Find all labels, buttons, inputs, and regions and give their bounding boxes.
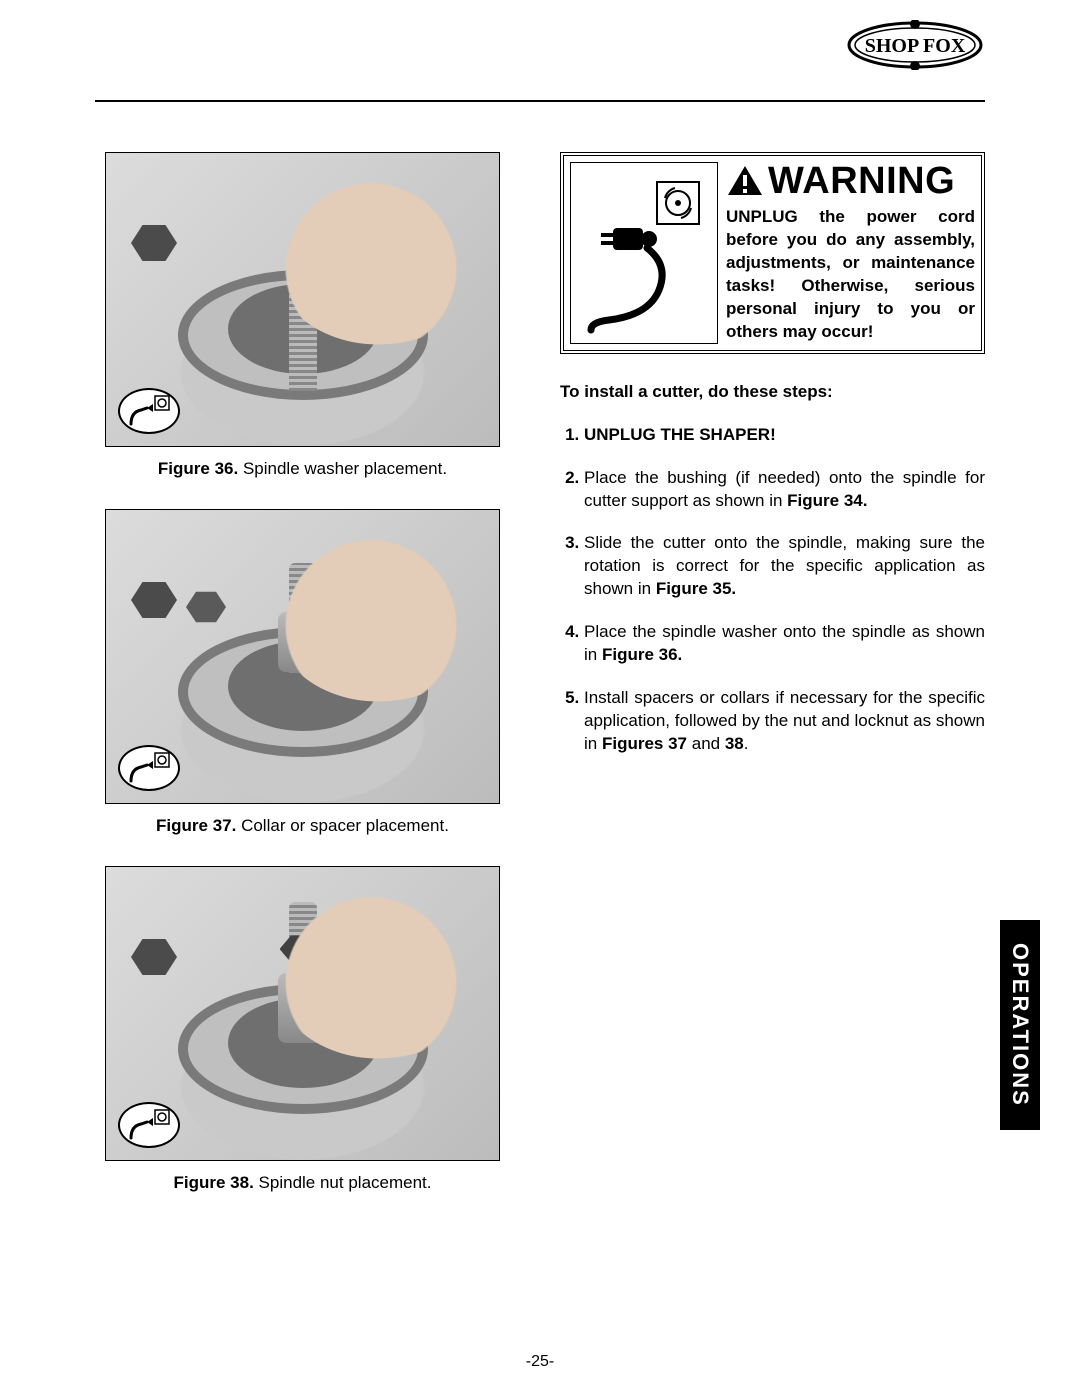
step-ref: Figure 35. (656, 579, 736, 598)
figures-column: Figure 36. Spindle washer placement. (95, 152, 510, 1193)
figure-label: Figure 37. (156, 816, 236, 835)
brand-logo: SHOP FOX (845, 20, 985, 75)
step-4: Place the spindle washer onto the spindl… (584, 621, 985, 667)
figure-36: Figure 36. Spindle washer placement. (95, 152, 510, 479)
step-text: Slide the cutter onto the spindle, makin… (584, 533, 985, 598)
figure-label: Figure 38. (174, 1173, 254, 1192)
step-5: Install spacers or collars if necessary … (584, 687, 985, 756)
figure-36-image (105, 152, 500, 447)
figure-36-caption: Figure 36. Spindle washer placement. (158, 459, 447, 479)
figure-label: Figure 36. (158, 459, 238, 478)
figure-caption-text: Spindle nut placement. (259, 1173, 432, 1192)
warning-title: WARNING (726, 162, 975, 200)
unplug-icon (118, 388, 180, 434)
figure-caption-text: Spindle washer placement. (243, 459, 447, 478)
warning-callout: WARNING UNPLUG the power cord before you… (560, 152, 985, 354)
step-ref: Figures 37 (602, 734, 687, 753)
unplug-icon (118, 745, 180, 791)
section-tab: OPERATIONS (1000, 920, 1040, 1130)
step-period: . (744, 734, 749, 753)
step-1: UNPLUG THE SHAPER! (584, 424, 985, 447)
page-number: -25- (526, 1353, 554, 1371)
step-ref2: 38 (725, 734, 744, 753)
figure-37-caption: Figure 37. Collar or spacer placement. (156, 816, 449, 836)
step-2: Place the bushing (if needed) onto the s… (584, 467, 985, 513)
warning-triangle-icon (726, 164, 764, 198)
figure-38-caption: Figure 38. Spindle nut placement. (174, 1173, 432, 1193)
page-header: SHOP FOX (95, 20, 985, 90)
figure-caption-text: Collar or spacer placement. (241, 816, 449, 835)
figure-38-image (105, 866, 500, 1161)
step-3: Slide the cutter onto the spindle, makin… (584, 532, 985, 601)
steps-list: UNPLUG THE SHAPER! Place the bushing (if… (560, 424, 985, 776)
figure-38: Figure 38. Spindle nut placement. (95, 866, 510, 1193)
warning-title-text: WARNING (768, 162, 955, 200)
step-after: and (687, 734, 725, 753)
step-text: Place the bushing (if needed) onto the s… (584, 468, 985, 510)
brand-text: SHOP FOX (865, 35, 966, 57)
steps-intro: To install a cutter, do these steps: (560, 382, 985, 402)
content-area: Figure 36. Spindle washer placement. (95, 152, 985, 1193)
text-column: WARNING UNPLUG the power cord before you… (560, 152, 985, 1193)
figure-37-image (105, 509, 500, 804)
step-ref: Figure 34. (787, 491, 867, 510)
section-tab-label: OPERATIONS (1007, 943, 1033, 1107)
figure-37: Figure 37. Collar or spacer placement. (95, 509, 510, 836)
header-rule (95, 100, 985, 102)
step-ref: Figure 36. (602, 645, 682, 664)
step-text: UNPLUG THE SHAPER! (584, 425, 776, 444)
unplug-icon (118, 1102, 180, 1148)
warning-body: UNPLUG the power cord before you do any … (726, 206, 975, 344)
warning-illustration (570, 162, 718, 344)
